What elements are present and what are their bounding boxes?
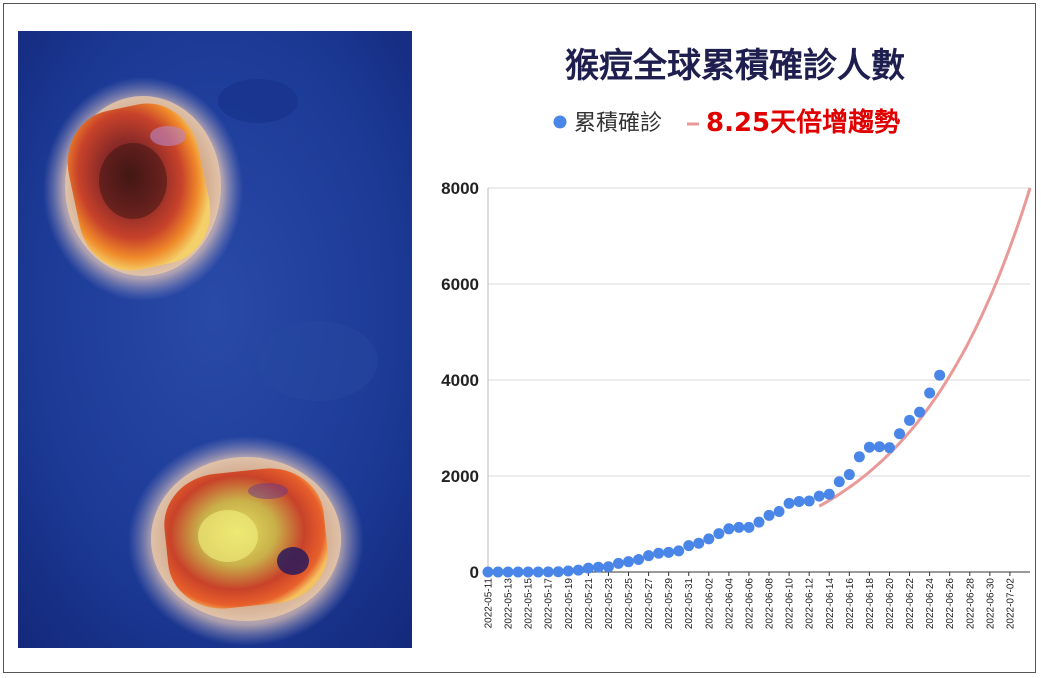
- legend-trend-label: 8.25天倍增趨勢: [706, 107, 900, 138]
- x-tick-label: 2022-06-24: [925, 578, 936, 630]
- x-tick-label: 2022-05-23: [604, 578, 615, 630]
- data-point: [843, 469, 855, 481]
- x-tick-label: 2022-06-10: [785, 578, 796, 630]
- data-point: [753, 516, 765, 528]
- x-tick-label: 2022-05-11: [484, 578, 495, 629]
- y-axis-ticks: 0 2000 4000 6000 8000: [441, 179, 479, 582]
- data-point: [663, 546, 675, 558]
- x-tick-label: 2022-06-02: [704, 578, 715, 630]
- legend: 累積確診 8.25天倍增趨勢: [553, 107, 900, 138]
- data-point: [492, 566, 504, 578]
- y-tick-label: 2000: [441, 467, 479, 486]
- data-point: [703, 533, 715, 545]
- data-point: [873, 441, 885, 453]
- data-point: [793, 495, 805, 507]
- x-tick-label: 2022-05-27: [644, 578, 655, 630]
- y-tick-label: 8000: [441, 179, 479, 198]
- x-tick-label: 2022-06-20: [885, 578, 896, 630]
- data-point: [934, 369, 946, 381]
- x-axis-ticks: 2022-05-11 2022-05-13 2022-05-15 2022-05-17…: [484, 572, 1016, 630]
- data-point: [532, 566, 544, 578]
- data-point: [653, 547, 665, 559]
- data-point: [813, 490, 825, 502]
- data-point: [572, 564, 584, 576]
- data-point: [502, 566, 514, 578]
- x-tick-label: 2022-06-28: [965, 578, 976, 630]
- data-point: [924, 387, 936, 399]
- data-point: [853, 451, 865, 463]
- x-tick-label: 2022-06-16: [845, 578, 856, 630]
- data-point: [743, 521, 755, 533]
- data-point: [602, 561, 614, 573]
- data-point: [863, 441, 875, 453]
- virus-micrograph-image: [18, 31, 412, 648]
- data-point: [904, 414, 916, 426]
- data-point: [512, 566, 524, 578]
- data-point: [592, 561, 604, 573]
- data-point: [833, 476, 845, 488]
- data-point: [883, 442, 895, 454]
- x-tick-label: 2022-06-12: [805, 578, 816, 630]
- legend-series-label: 累積確診: [574, 111, 662, 136]
- x-tick-label: 2022-06-18: [865, 578, 876, 630]
- data-point: [612, 557, 624, 569]
- data-point: [683, 540, 695, 552]
- data-points: [482, 369, 946, 578]
- x-tick-label: 2022-06-06: [744, 578, 755, 630]
- data-point: [562, 565, 574, 577]
- trend-line: [818, 187, 1032, 508]
- grid-lines: [488, 187, 1030, 477]
- data-point: [482, 566, 494, 578]
- x-tick-label: 2022-05-29: [664, 578, 675, 630]
- x-tick-label: 2022-05-13: [504, 578, 515, 630]
- x-tick-label: 2022-07-02: [1005, 578, 1016, 630]
- data-point: [894, 428, 906, 440]
- x-tick-label: 2022-05-15: [524, 578, 535, 630]
- data-point: [673, 545, 685, 557]
- legend-series-marker: [553, 115, 567, 129]
- data-point: [552, 566, 564, 578]
- data-point: [693, 537, 705, 549]
- y-tick-label: 4000: [441, 371, 479, 390]
- data-point: [522, 566, 534, 578]
- x-tick-label: 2022-05-19: [564, 578, 575, 630]
- x-tick-label: 2022-06-14: [825, 578, 836, 630]
- y-tick-label: 6000: [441, 275, 479, 294]
- x-tick-label: 2022-06-30: [985, 578, 996, 630]
- data-point: [633, 554, 645, 566]
- data-point: [623, 556, 635, 568]
- x-tick-label: 2022-06-08: [765, 578, 776, 630]
- data-point: [763, 509, 775, 521]
- data-point: [823, 488, 835, 500]
- data-point: [803, 495, 815, 507]
- data-point: [723, 523, 735, 535]
- x-tick-label: 2022-05-31: [684, 578, 695, 630]
- data-point: [713, 528, 725, 540]
- chart-title: 猴痘全球累積確診人數: [565, 46, 905, 86]
- data-point: [733, 521, 745, 533]
- x-tick-label: 2022-06-22: [905, 578, 916, 630]
- x-tick-label: 2022-05-25: [624, 578, 635, 630]
- x-tick-label: 2022-06-04: [724, 578, 735, 630]
- y-tick-label: 0: [470, 563, 479, 582]
- data-point: [643, 550, 655, 562]
- data-point: [773, 506, 785, 518]
- data-point: [914, 406, 926, 418]
- data-point: [582, 562, 594, 574]
- x-tick-label: 2022-06-26: [945, 578, 956, 630]
- x-tick-label: 2022-05-17: [544, 578, 555, 630]
- data-point: [542, 566, 554, 578]
- data-point: [783, 497, 795, 509]
- x-tick-label: 2022-05-21: [584, 578, 595, 630]
